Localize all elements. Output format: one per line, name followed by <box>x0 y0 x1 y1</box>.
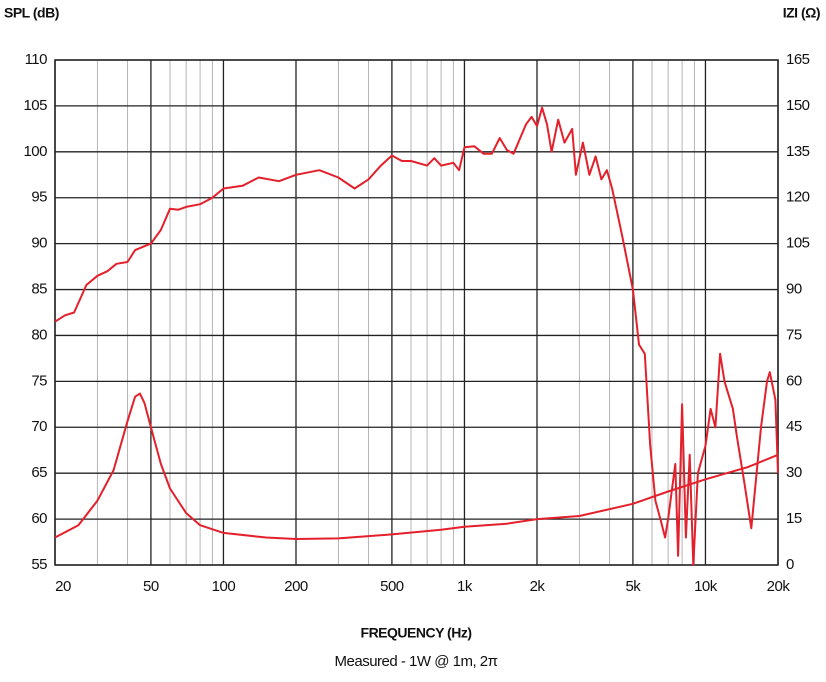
y-tick-label: 55 <box>31 556 47 573</box>
y-tick-label: 110 <box>25 51 48 68</box>
y-tick-label: 60 <box>31 510 47 527</box>
x-axis-title: FREQUENCY (Hz) <box>361 625 472 641</box>
x-tick-label: 2k <box>530 578 546 595</box>
series-line <box>54 106 779 566</box>
x-tick-label: 10k <box>694 578 718 595</box>
y2-tick-label: 60 <box>786 372 802 389</box>
x-tick-label: 50 <box>143 578 159 595</box>
y2-tick-label: 75 <box>786 326 802 343</box>
y2-tick-label: 15 <box>786 510 802 527</box>
y-tick-label: 95 <box>31 189 47 206</box>
y-tick-label: 100 <box>23 143 47 160</box>
y-axis-title: SPL (dB) <box>4 5 59 21</box>
x-tick-label: 20 <box>55 578 71 595</box>
x-tick-label: 100 <box>212 578 236 595</box>
y2-tick-label: 30 <box>786 464 802 481</box>
x-tick-label: 200 <box>284 578 308 595</box>
y2-tick-label: 90 <box>786 281 802 298</box>
subtitle: Measured - 1W @ 1m, 2π <box>335 653 498 670</box>
plot-frame <box>54 59 779 566</box>
x-tick-label: 5k <box>625 578 641 595</box>
y-tick-label: 65 <box>31 464 47 481</box>
y2-tick-label: 150 <box>786 97 810 114</box>
x-tick-label: 1k <box>457 578 473 595</box>
series-line <box>54 392 779 540</box>
x-tick-label: 500 <box>380 578 404 595</box>
y-tick-label: 85 <box>31 281 47 298</box>
y2-tick-label: 0 <box>786 556 794 573</box>
y-tick-label: 70 <box>31 418 47 435</box>
y-tick-label: 90 <box>31 235 47 252</box>
y2-tick-label: 105 <box>786 235 810 252</box>
x-tick-label: 20k <box>767 578 791 595</box>
y2-tick-label: 120 <box>786 189 810 206</box>
y-tick-label: 80 <box>31 326 47 343</box>
y2-tick-label: 45 <box>786 418 802 435</box>
y2-axis-title: IZI (Ω) <box>783 5 820 21</box>
y2-tick-label: 135 <box>786 143 810 160</box>
y-tick-label: 75 <box>31 372 47 389</box>
y-tick-label: 105 <box>23 97 47 114</box>
y2-tick-label: 165 <box>786 51 810 68</box>
